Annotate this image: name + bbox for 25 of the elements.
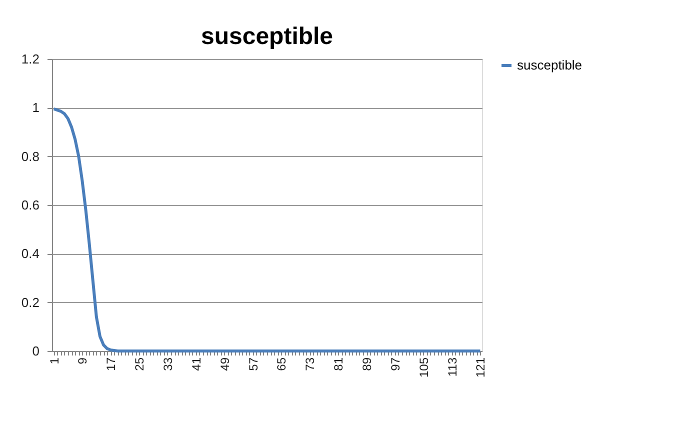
x-tick-label: 25 — [132, 357, 147, 371]
x-tick-label: 41 — [189, 357, 204, 371]
x-tick-label: 81 — [332, 357, 346, 371]
x-tick-label: 105 — [416, 357, 431, 378]
x-tick-label: 33 — [160, 357, 175, 371]
x-tick-label: 57 — [246, 357, 260, 371]
y-tick-label: 0.2 — [21, 294, 40, 310]
chart-title: susceptible — [200, 23, 334, 50]
x-tick-label: 97 — [388, 357, 402, 371]
y-tick-label: 0.6 — [21, 198, 40, 212]
y-tick-label: 0.8 — [21, 148, 40, 164]
y-tick-label: 0 — [32, 344, 40, 358]
x-tick-label: 73 — [303, 357, 318, 371]
x-tick-label: 9 — [76, 357, 90, 364]
legend-label: susceptible — [517, 58, 582, 72]
y-tick-label: 1.2 — [21, 52, 40, 66]
x-tick-label: 89 — [360, 357, 374, 371]
x-tick-label: 65 — [274, 357, 289, 371]
y-tick-label: 0.4 — [21, 246, 40, 262]
x-tick-label: 113 — [445, 357, 460, 377]
x-tick-label: 49 — [218, 357, 232, 371]
x-tick-label: 121 — [474, 357, 488, 378]
y-tick-label: 1 — [32, 100, 40, 116]
x-tick-label: 1 — [47, 357, 62, 364]
x-tick-label: 17 — [104, 357, 118, 371]
